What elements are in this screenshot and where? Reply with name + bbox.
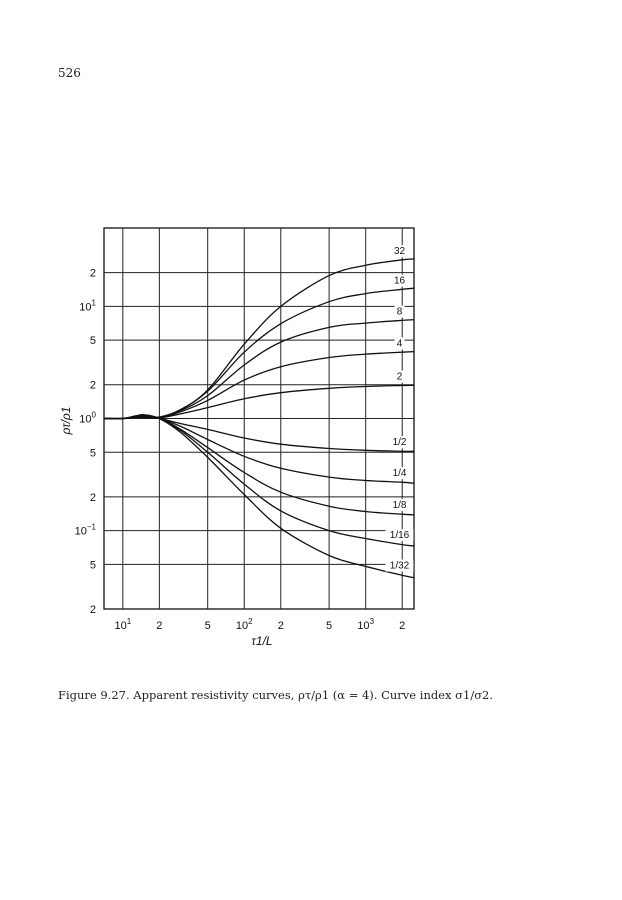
curve-1-32 (103, 413, 415, 579)
page-number: 526 (58, 66, 81, 80)
curve-label-bg (388, 436, 411, 449)
curve-label-bg (388, 499, 411, 512)
x-axis-title: τ1/L (251, 634, 272, 648)
x-tick-label: 2 (278, 620, 284, 632)
curve-label: 16 (394, 276, 406, 287)
y-tick-label: 2 (90, 492, 96, 504)
y-axis-title: ρτ/ρ1 (59, 407, 73, 436)
y-tick-label: 100 (79, 411, 96, 426)
curve-1-2 (103, 416, 415, 452)
y-tick-label: 2 (90, 604, 96, 616)
x-tick-label: 5 (205, 620, 211, 632)
chart-curves (103, 258, 415, 579)
curve-label: 4 (397, 338, 403, 349)
curve-label-bg (385, 559, 414, 572)
y-axis-ticks: 2 5 10−1 2 5 100 2 5 101 2 (75, 268, 97, 616)
curve-label: 2 (397, 372, 403, 383)
y-tick-label: 5 (90, 335, 96, 347)
curve-2 (103, 384, 415, 420)
curve-label: 1/8 (393, 500, 407, 511)
y-tick-label: 5 (90, 447, 96, 459)
figure-caption: Figure 9.27. Apparent resistivity curves… (58, 688, 494, 702)
curve-label-bg (394, 337, 405, 350)
curve-label: 1/2 (393, 437, 407, 448)
curve-label: 8 (397, 307, 403, 318)
x-axis-ticks: 101 2 5 102 2 5 103 2 (114, 617, 405, 632)
curve-label: 32 (394, 246, 406, 257)
curve-label: 1/32 (390, 561, 410, 572)
curve-label-bg (388, 467, 411, 480)
curve-label-bg (385, 529, 414, 542)
curve-8 (103, 319, 415, 420)
y-tick-label: 2 (90, 380, 96, 392)
x-tick-label: 102 (236, 617, 253, 632)
y-tick-label: 5 (90, 559, 96, 571)
curve-label-bg (394, 305, 405, 318)
y-tick-label: 101 (79, 298, 96, 313)
curve-label-bg (394, 370, 405, 383)
curve-label: 1/16 (390, 530, 410, 541)
x-tick-label: 101 (114, 617, 131, 632)
y-tick-label: 2 (90, 268, 96, 280)
curve-label-bg (391, 274, 408, 287)
curve-label: 1/4 (393, 468, 407, 479)
chart-curve-labels: 32 16 8 4 2 1/2 1/4 1/8 1/16 1/32 (385, 245, 414, 572)
x-tick-label: 5 (326, 620, 332, 632)
x-tick-label: 2 (399, 620, 405, 632)
curve-label-bg (391, 245, 408, 258)
x-tick-label: 2 (156, 620, 162, 632)
x-tick-label: 103 (357, 617, 374, 632)
apparent-resistivity-chart: 32 16 8 4 2 1/2 1/4 1/8 1/16 1/32 101 2 5 102 2 5 103 2 … (59, 227, 415, 648)
y-tick-label: 10−1 (75, 523, 97, 538)
curve-1-8 (103, 414, 415, 516)
